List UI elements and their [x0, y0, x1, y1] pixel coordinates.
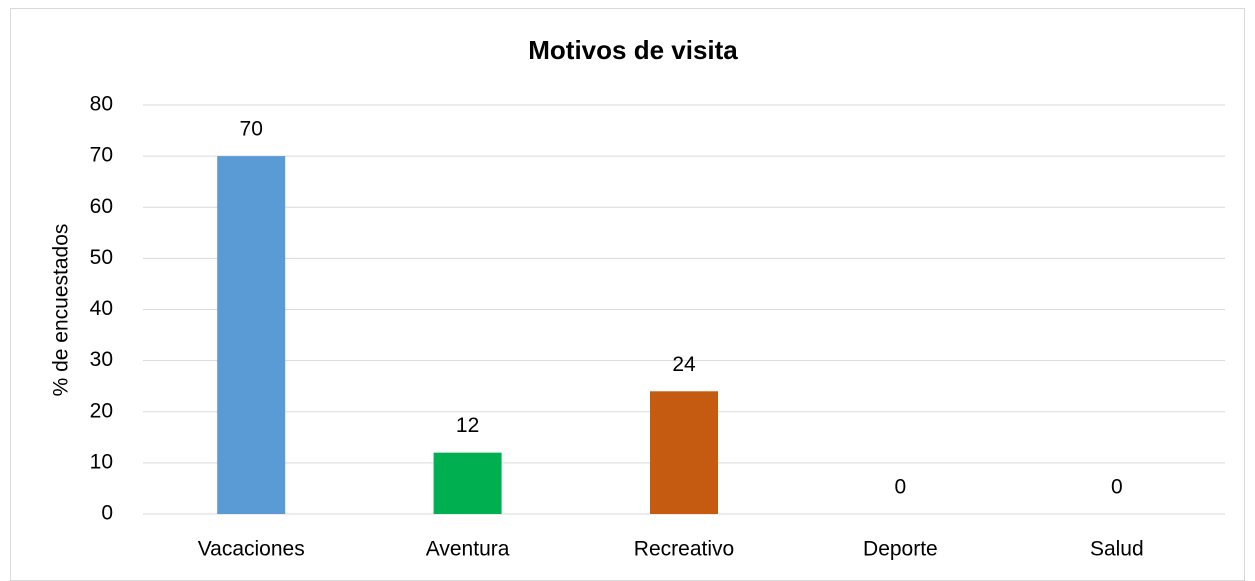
- data-label: 70: [240, 118, 263, 141]
- bar: [433, 452, 502, 514]
- y-tick-label: 0: [101, 502, 113, 525]
- data-label: 24: [672, 353, 696, 376]
- y-tick-label: 70: [90, 144, 113, 167]
- y-tick-label: 30: [90, 348, 113, 371]
- data-label: 0: [1111, 476, 1123, 499]
- x-tick-label: Aventura: [426, 538, 510, 561]
- y-tick-label: 60: [90, 195, 113, 218]
- y-tick-label: 20: [90, 399, 113, 422]
- x-tick-label: Deporte: [863, 538, 938, 561]
- x-tick-label: Recreativo: [634, 538, 734, 561]
- data-label: 12: [456, 414, 479, 437]
- data-label: 0: [895, 476, 907, 499]
- bar: [650, 391, 718, 514]
- chart-frame: [10, 8, 1245, 581]
- y-tick-label: 40: [90, 297, 113, 320]
- x-tick-label: Vacaciones: [198, 538, 305, 561]
- chart-title: Motivos de visita: [528, 35, 738, 65]
- bar: [217, 156, 286, 514]
- y-tick-label: 80: [90, 93, 113, 116]
- y-axis-label: % de encuestados: [50, 224, 73, 397]
- y-tick-label: 10: [90, 450, 113, 473]
- y-tick-label: 50: [90, 246, 113, 269]
- x-tick-label: Salud: [1090, 538, 1144, 561]
